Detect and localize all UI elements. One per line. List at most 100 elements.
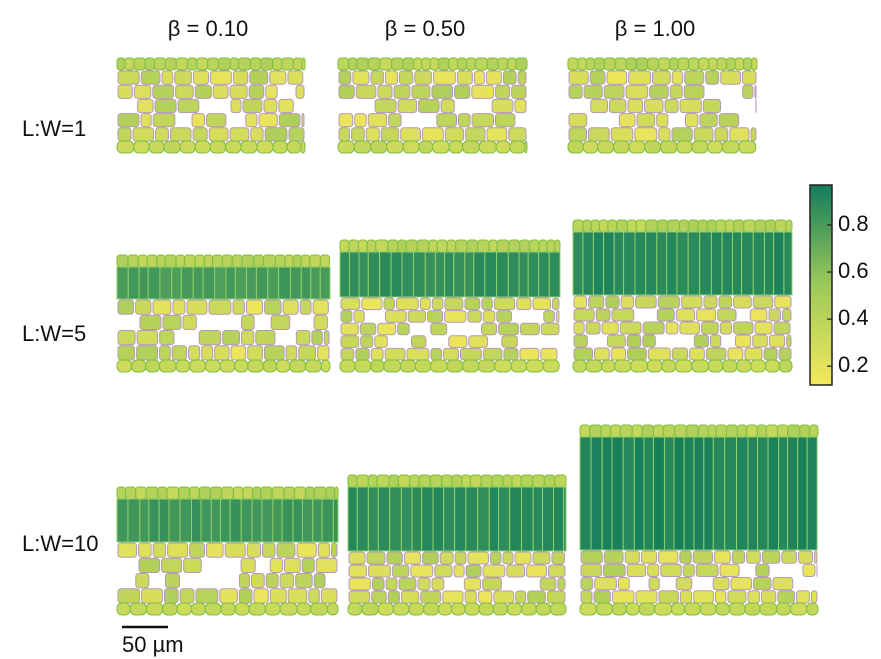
epidermis-cell (747, 425, 758, 437)
epidermis-cell (276, 360, 289, 372)
palisade-cell (722, 232, 732, 295)
mesophyll-cell (469, 336, 488, 348)
mesophyll-cell (608, 335, 626, 347)
mesophyll-cell (266, 85, 277, 98)
mesophyll-cell (657, 114, 668, 127)
epidermis-cell (284, 487, 295, 499)
mesophyll-cell (206, 543, 223, 557)
mesophyll-cell (645, 99, 663, 112)
mesophyll-cell (404, 552, 420, 564)
mesophyll-cell (602, 322, 618, 334)
epidermis-cell (191, 603, 205, 615)
mesophyll-cell (604, 551, 623, 563)
epidermis-cell (306, 487, 314, 499)
palisade-cell (422, 487, 433, 551)
epidermis-cell (627, 220, 636, 232)
mesophyll-cell (659, 551, 678, 563)
mesophyll-cell (730, 128, 749, 141)
palisade-cell (201, 499, 211, 542)
mesophyll-cell (745, 348, 762, 360)
epidermis-cell (280, 603, 297, 615)
epidermis-cell (723, 360, 737, 372)
mesophyll-cell (756, 564, 769, 576)
epidermis-cell (239, 58, 251, 70)
mesophyll-cell (547, 591, 565, 603)
leaf-section (580, 425, 818, 615)
epidermis-cell (800, 425, 810, 437)
palisade-cell (554, 487, 564, 551)
mesophyll-cell (193, 128, 207, 141)
epidermis-cell (417, 240, 429, 252)
mesophyll-cell (341, 336, 359, 348)
palisade-cell (635, 232, 646, 295)
mesophyll-cell (643, 335, 656, 347)
mesophyll-cell (288, 589, 307, 603)
epidermis-cell (737, 360, 751, 372)
mesophyll-cell (437, 114, 457, 127)
epidermis-cell (261, 487, 272, 499)
mesophyll-cell (590, 71, 605, 84)
palisade-cell (455, 487, 466, 551)
mesophyll-cell (263, 543, 275, 557)
mesophyll-cell (252, 574, 265, 588)
mesophyll-cell (715, 551, 731, 563)
epidermis-cell (400, 360, 415, 372)
mesophyll-cell (518, 71, 526, 84)
mesophyll-cell (676, 578, 691, 590)
mesophyll-cell (423, 552, 439, 564)
mesophyll-cell (528, 591, 546, 603)
epidermis-cell (547, 240, 555, 252)
epidermis-cell (195, 141, 210, 153)
mesophyll-cell (314, 574, 325, 588)
mesophyll-cell (283, 300, 298, 314)
palisade-cell (674, 437, 684, 550)
epidermis-cell (677, 141, 692, 153)
epidermis-cell (257, 141, 273, 153)
palisade-cell (737, 437, 749, 550)
epidermis-cell (226, 141, 241, 153)
mesophyll-cell (672, 71, 682, 84)
mesophyll-cell (361, 336, 373, 348)
epidermis-cell (197, 58, 208, 70)
epidermis-cell (437, 240, 447, 252)
epidermis-cell (755, 220, 765, 232)
mesophyll-cell (693, 551, 712, 563)
palisade-cell (657, 232, 667, 295)
mesophyll-cell (246, 300, 262, 314)
mesophyll-cell (541, 323, 559, 335)
palisade-cell (798, 437, 807, 550)
mesophyll-cell (246, 114, 257, 127)
mesophyll-cell (421, 591, 441, 603)
mesophyll-cell (432, 85, 453, 98)
palisade-cell (230, 499, 241, 542)
mesophyll-cell (680, 322, 700, 334)
mesophyll-cell (686, 114, 698, 127)
epidermis-cell (734, 220, 744, 232)
mesophyll-cell (581, 551, 602, 563)
epidermis-cell (586, 360, 602, 372)
colorbar-tick-label: 0.6 (838, 258, 869, 283)
epidermis-cell (580, 603, 596, 615)
epidermis-cell (136, 487, 146, 499)
mesophyll-cell (454, 565, 464, 577)
epidermis-cell (398, 240, 407, 252)
palisade-cell (807, 437, 817, 550)
mesophyll-cell (761, 591, 775, 603)
epidermis-cell (167, 487, 179, 499)
epidermis-cell (138, 255, 147, 267)
epidermis-cell (409, 603, 424, 615)
epidermis-cell (265, 603, 280, 615)
epidermis-cell (220, 360, 235, 372)
epidermis-cell (578, 58, 586, 70)
epidermis-cell (626, 603, 639, 615)
epidermis-cell (430, 475, 441, 487)
palisade-cell (401, 487, 412, 551)
mesophyll-cell (165, 574, 179, 588)
mesophyll-cell (719, 114, 738, 127)
palisade-cell (380, 252, 391, 297)
mesophyll-cell (419, 99, 439, 112)
palisade-cell (573, 232, 583, 295)
epidermis-cell (716, 603, 730, 615)
mesophyll-cell (569, 114, 587, 127)
leaf-section (338, 58, 527, 153)
